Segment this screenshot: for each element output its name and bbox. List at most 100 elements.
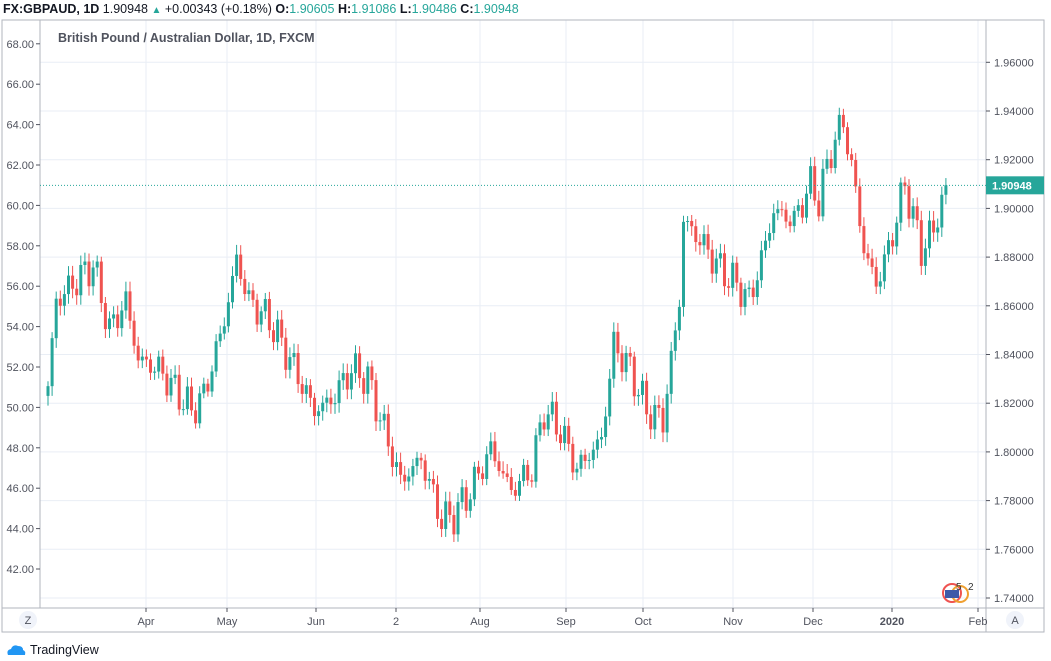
candle-body [128,291,132,321]
x-axis-label: Nov [723,616,743,628]
z-button[interactable] [19,611,37,629]
candle [837,107,841,146]
candle-body [895,222,899,247]
candle-body [308,385,312,398]
candle [866,243,870,266]
candle-body [386,413,390,447]
candle-body [870,258,874,267]
candle [587,452,591,470]
candle [337,370,341,413]
candle-body [616,331,620,354]
candle [243,270,247,301]
candle [489,432,493,461]
candle-body [837,114,841,140]
candle [755,271,759,305]
candle-body [731,262,735,288]
candle [723,244,726,296]
candle-body [911,206,915,219]
x-axis-label: Dec [803,616,823,628]
candle-body [928,220,931,249]
candle [649,405,653,440]
candle-body [854,159,858,187]
symbol-name[interactable]: FX:GBPAUD, 1D [3,2,100,16]
candle-body [673,330,677,351]
candle-body [641,380,644,395]
candle-body [419,457,423,461]
candle [321,395,325,421]
candle [710,239,714,283]
candle [239,245,243,286]
candle [690,214,694,236]
candle [140,348,144,369]
x-axis-label: 2020 [880,616,904,628]
candle-body [255,299,259,325]
candle [751,279,755,306]
candle [235,244,239,283]
candle-body [108,318,111,330]
candle-body [464,487,468,511]
auto-scale-button[interactable] [1006,611,1024,629]
candle [718,243,722,268]
candle [686,216,690,232]
candle [829,150,833,174]
candle [296,344,300,393]
candle [850,148,854,167]
candle-body [546,414,550,430]
candle [403,465,407,491]
candle [194,402,198,429]
candle [505,464,509,483]
left-axis-label: 58.00 [6,241,34,253]
candle [349,364,353,400]
tradingview-logo[interactable]: TradingView [6,643,99,657]
candle-body [542,422,546,430]
svg-text:2: 2 [968,582,974,593]
candle [210,365,214,397]
candle [329,388,333,414]
candle [682,215,685,317]
candle [796,199,800,217]
candle [554,392,558,442]
candle [887,232,890,263]
candle [431,470,435,493]
candle-body [222,326,226,334]
chart-title: British Pound / Australian Dollar, 1D, F… [58,31,315,45]
candle [345,363,349,400]
candle [657,395,661,418]
candle-body [161,356,165,374]
candle-body [550,401,554,415]
candle [165,365,169,403]
tradingview-cloud-icon [7,645,26,655]
candle-body [198,393,202,424]
left-axis-label: 64.00 [6,120,34,132]
candle-body [579,454,583,469]
candle [231,266,234,309]
candle-body [452,514,456,535]
candle [846,122,849,161]
candle [263,292,267,320]
candle-body [727,286,731,288]
candle-body [169,377,173,396]
candle-body [567,425,571,444]
candle-body [710,249,714,274]
candle [112,306,116,328]
candle [911,198,915,228]
candle-body [390,446,394,467]
candle-body [636,394,640,397]
candle [181,399,185,416]
candle-body [669,350,673,394]
candle-body [755,280,759,298]
candle-body [231,275,234,303]
candle [772,203,776,241]
candle [132,311,136,354]
candle [362,372,366,404]
candle-body [194,410,198,424]
left-axis-label: 46.00 [6,483,34,495]
candle-body [247,290,251,295]
candle [899,177,903,232]
right-axis-label: 1.76000 [994,544,1034,556]
candle-body [825,158,829,169]
candle [222,317,226,340]
right-axis-label: 1.96000 [994,57,1034,69]
